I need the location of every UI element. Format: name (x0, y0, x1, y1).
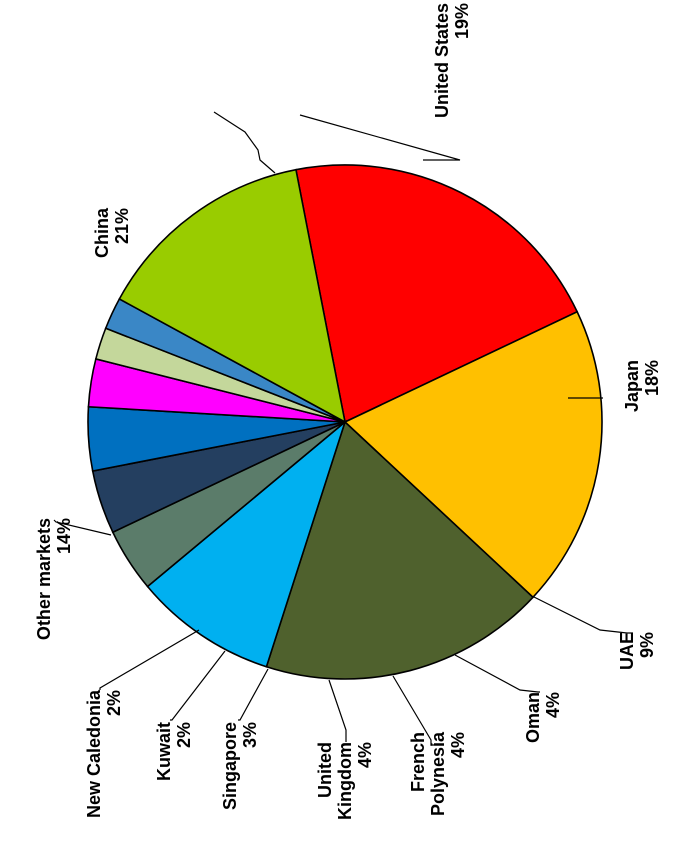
slice-percent-text: 2% (174, 722, 194, 748)
slice-percent-text: 18% (642, 360, 662, 396)
pie-slice-other-markets (118, 168, 347, 424)
slice-label-china: China 21% (92, 207, 132, 258)
slice-percent-text: 21% (112, 208, 132, 244)
leader-line-oman (454, 654, 540, 693)
slice-name-text: Other markets (34, 518, 54, 640)
slice-label-united-kingdom: United Kingdom 4% (315, 742, 375, 820)
slice-label-kuwait: Kuwait 2% (154, 722, 194, 781)
leader-line-uae (533, 596, 633, 634)
slice-percent-text: 2% (104, 690, 124, 716)
slice-name-text: French (408, 732, 428, 792)
slice-percent-text: 19% (452, 3, 472, 39)
pie-slices (87, 164, 603, 680)
slice-labels: China 21% United States 19% Japan 18% UAE 9% Oma… (34, 3, 662, 820)
slice-label-singapore: Singapore 3% (220, 722, 260, 810)
slice-percent-text: 4% (543, 692, 563, 718)
slice-name-text: New Caledonia (84, 689, 104, 818)
leader-line-united-states (299, 114, 461, 161)
slice-name-text: UAE (617, 632, 637, 670)
slice-name-text: Polynesia (428, 731, 448, 816)
pie-slice-uae (146, 419, 347, 668)
slice-name-text: Japan (622, 360, 642, 412)
pie-slice-united-states (343, 310, 603, 599)
leader-lines (53, 111, 633, 746)
slice-label-oman: Oman 4% (523, 692, 563, 743)
leader-line-united-kingdom (328, 679, 347, 742)
pie-slice-japan (265, 420, 535, 680)
slice-label-uae: UAE 9% (617, 632, 657, 670)
slice-name-text: Kingdom (335, 742, 355, 820)
slice-name-text: United (315, 742, 335, 798)
slice-percent-text: 4% (448, 732, 468, 758)
slice-label-new-caledonia: New Caledonia 2% (84, 689, 124, 818)
slice-percent-text: 9% (637, 632, 657, 658)
leader-line-new-caledonia (99, 629, 200, 690)
slice-name-text: United States (432, 3, 452, 118)
leader-line-kuwait (170, 650, 226, 721)
leader-line-other-markets (53, 519, 112, 536)
pie-slice-china (295, 164, 579, 424)
slice-name-text: China (92, 207, 112, 258)
slice-label-french-polynesia: French Polynesia 4% (408, 731, 468, 816)
slice-percent-text: 4% (355, 742, 375, 768)
slice-label-japan: Japan 18% (622, 360, 662, 412)
slice-percent-text: 14% (54, 518, 74, 554)
slice-name-text: Kuwait (154, 722, 174, 781)
slice-percent-text: 3% (240, 722, 260, 748)
slice-label-other-markets: Other markets 14% (34, 518, 74, 640)
slice-name-text: Singapore (220, 722, 240, 810)
slice-name-text: Oman (523, 692, 543, 743)
leader-line-french-polynesia (392, 675, 434, 746)
leader-line-singapore (238, 668, 269, 721)
leader-line-china (213, 111, 276, 174)
slice-label-united-states: United States 19% (432, 3, 472, 118)
